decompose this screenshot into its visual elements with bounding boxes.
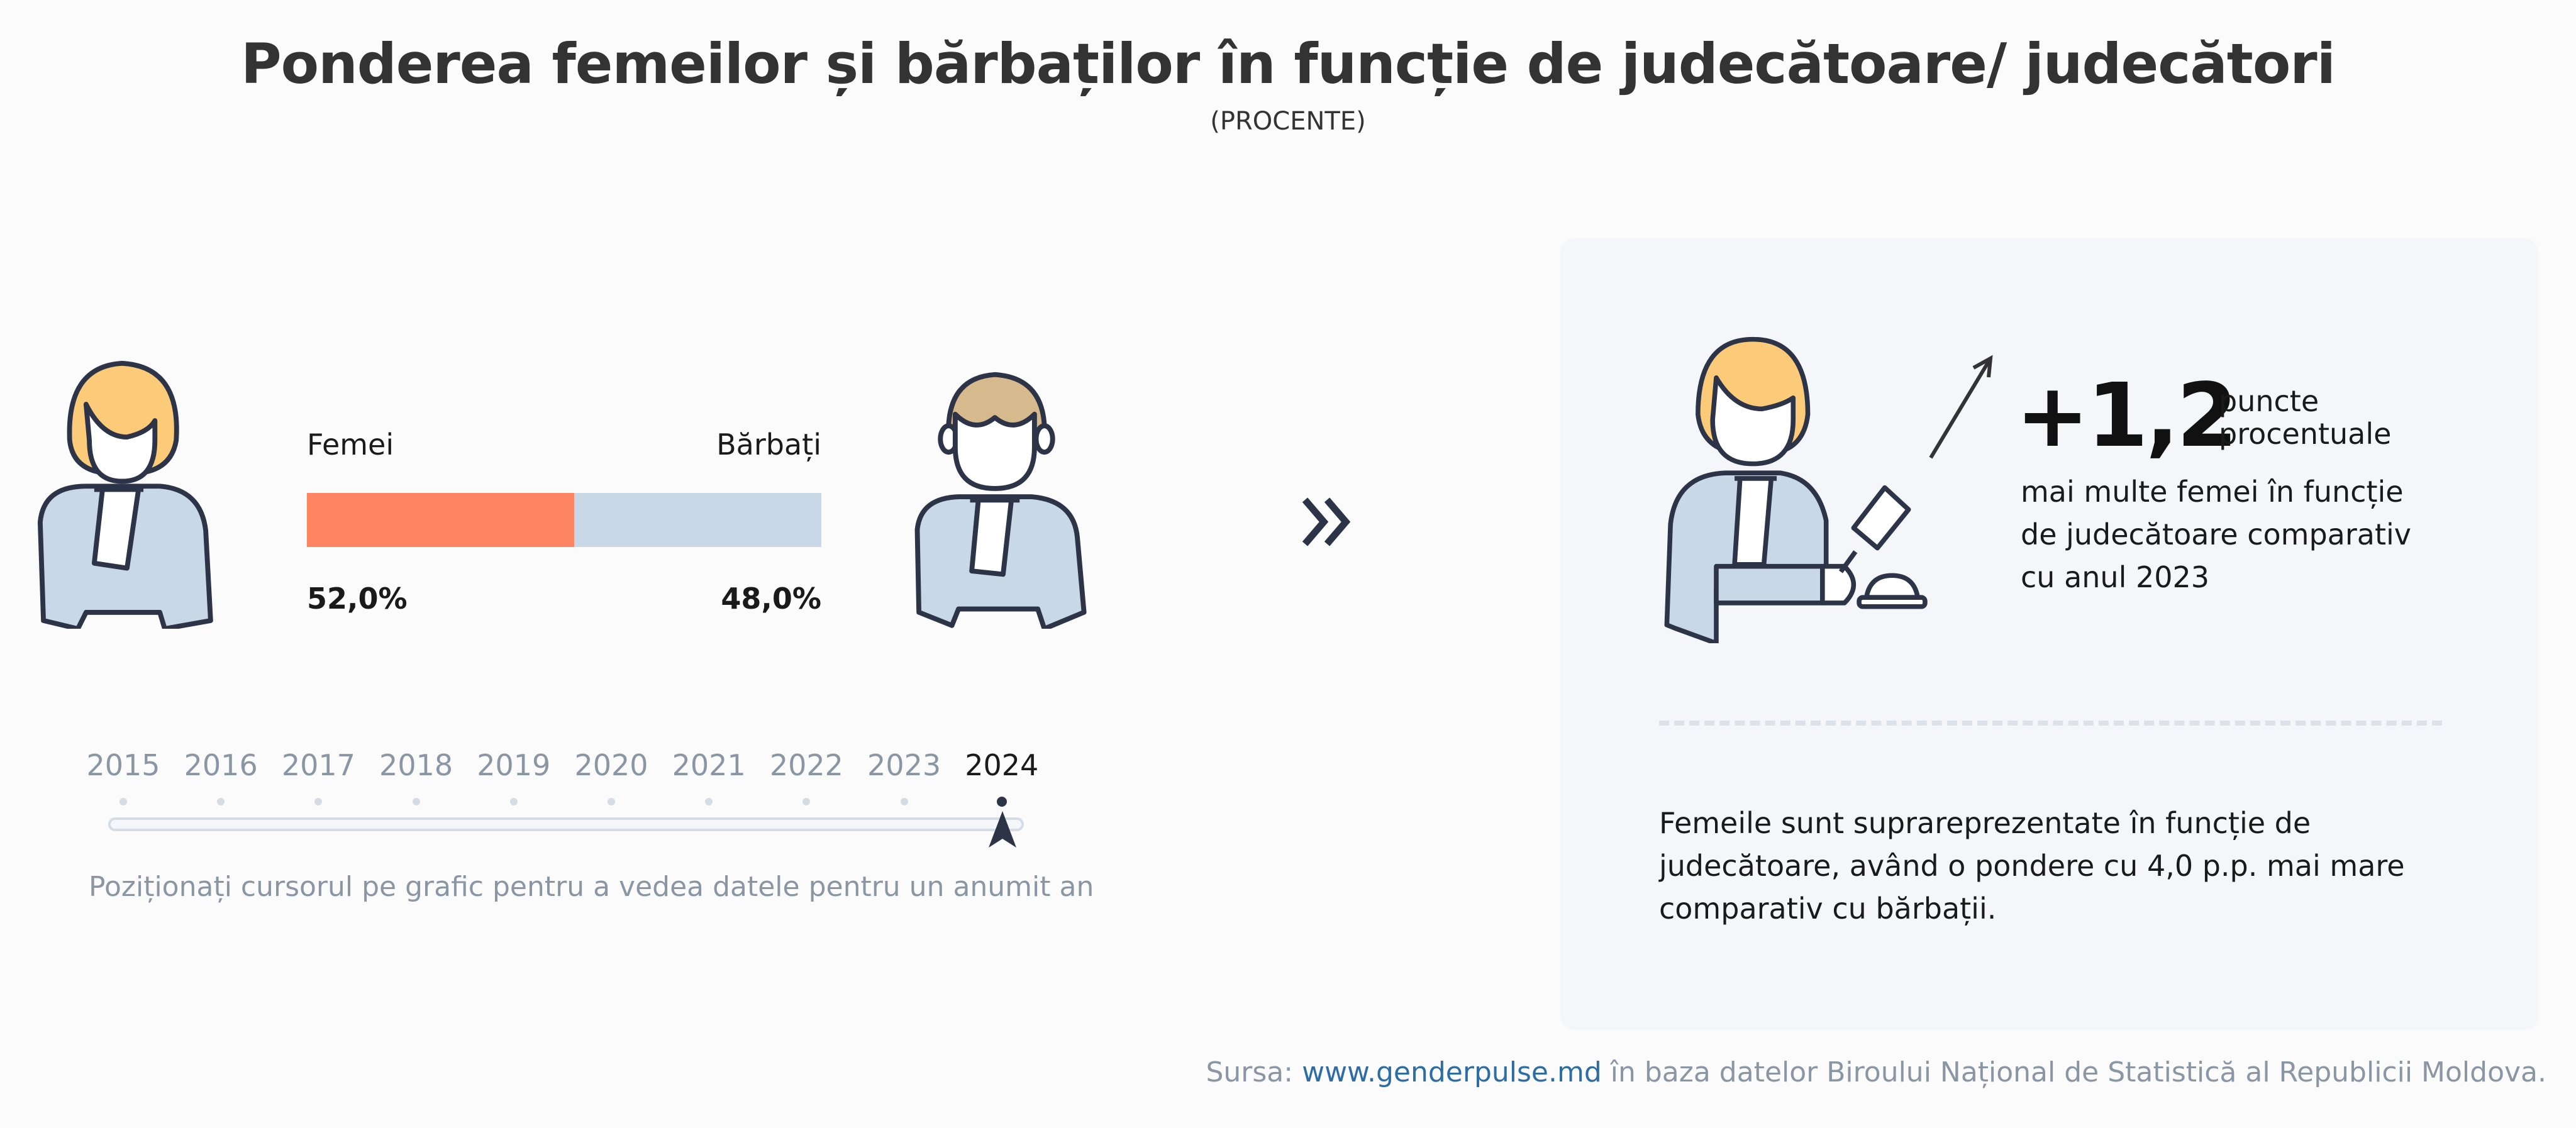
value-femei: 52,0% — [307, 582, 408, 616]
value-barbati: 48,0% — [721, 582, 821, 616]
change-unit-line2: procentuale — [2219, 417, 2392, 451]
summary-text: Femeile sunt suprareprezentate în funcți… — [1659, 802, 2405, 930]
source-prefix: Sursa: — [1206, 1056, 1302, 1088]
text-line: judecătoare, având o pondere cu 4,0 p.p.… — [1659, 849, 2405, 883]
timeline-year-2015[interactable]: 2015 — [86, 748, 160, 782]
source-suffix: în baza datelor Biroului Național de Sta… — [1601, 1056, 2546, 1088]
arrow-up-right-icon — [1929, 355, 1993, 459]
page-title: Ponderea femeilor și bărbaților în funcț… — [241, 31, 2336, 96]
divider — [1659, 721, 2442, 726]
timeline-dot-2016[interactable] — [217, 798, 225, 805]
timeline-year-2019[interactable]: 2019 — [477, 748, 551, 782]
text-line: comparativ cu bărbații. — [1659, 892, 1997, 926]
change-value: +1,2 — [2016, 365, 2238, 467]
slider-cursor-icon[interactable] — [987, 810, 1018, 849]
text-line: mai multe femei în funcție — [2021, 475, 2404, 509]
timeline-dot-2017[interactable] — [314, 798, 323, 805]
female-judge-icon — [37, 360, 213, 629]
change-unit-line1: puncte — [2219, 384, 2319, 418]
change-description: mai multe femei în funcție de judecătoar… — [2021, 470, 2411, 599]
page-subtitle: (PROCENTE) — [1210, 107, 1366, 136]
timeline-year-2017[interactable]: 2017 — [281, 748, 355, 782]
timeline-year-2018[interactable]: 2018 — [379, 748, 453, 782]
text-line: Femeile sunt suprareprezentate în funcți… — [1659, 806, 2311, 840]
female-judge-gavel-icon — [1664, 336, 1928, 643]
source-note: Sursa: www.genderpulse.md în baza datelo… — [1206, 1056, 2546, 1088]
timeline-dot-2023[interactable] — [900, 798, 908, 805]
text-line: cu anul 2023 — [2021, 560, 2210, 594]
timeline-dot-2020[interactable] — [608, 798, 615, 805]
timeline-year-2022[interactable]: 2022 — [769, 748, 843, 782]
bar-segment-barbati[interactable] — [574, 493, 821, 547]
timeline-year-2023[interactable]: 2023 — [867, 748, 941, 782]
timeline-year-2020[interactable]: 2020 — [574, 748, 648, 782]
male-judge-icon — [914, 372, 1087, 629]
timeline-year-2021[interactable]: 2021 — [672, 748, 746, 782]
timeline-dot-2024[interactable] — [996, 797, 1007, 807]
text-line: de judecătoare comparativ — [2021, 517, 2411, 551]
timeline-dot-2019[interactable] — [509, 798, 518, 805]
timeline-dot-2021[interactable] — [705, 798, 713, 805]
timeline-dot-2015[interactable] — [119, 798, 127, 805]
timeline-hint: Poziționați cursorul pe grafic pentru a … — [89, 871, 1094, 903]
timeline-slider-track[interactable] — [108, 817, 1024, 831]
double-chevron-right-icon[interactable] — [1296, 490, 1358, 553]
bar-label-femei: Femei — [307, 428, 394, 462]
timeline-year-2016[interactable]: 2016 — [184, 748, 258, 782]
bar-label-barbati: Bărbați — [716, 428, 821, 462]
timeline-dot-2018[interactable] — [412, 798, 420, 805]
stacked-bar[interactable] — [307, 493, 821, 547]
source-link[interactable]: www.genderpulse.md — [1302, 1056, 1602, 1088]
timeline-dot-2022[interactable] — [802, 798, 811, 805]
timeline-year-2024[interactable]: 2024 — [965, 748, 1039, 782]
bar-segment-femei[interactable] — [307, 493, 575, 547]
